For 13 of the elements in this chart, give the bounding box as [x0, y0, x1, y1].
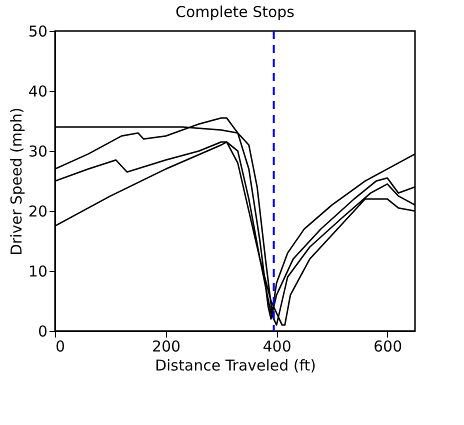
- chart-title: Complete Stops: [176, 3, 295, 21]
- y-tick-label: 40: [28, 82, 48, 100]
- y-tick-label: 30: [28, 142, 48, 160]
- x-tick-label: 0: [56, 338, 66, 356]
- y-tick-label: 20: [28, 202, 48, 220]
- x-tick-label: 600: [373, 338, 402, 356]
- y-tick-label: 10: [28, 262, 48, 280]
- y-tick-label: 50: [28, 22, 48, 40]
- y-tick-label: 0: [38, 322, 48, 340]
- x-tick-label: 200: [152, 338, 181, 356]
- x-tick-label: 400: [262, 338, 292, 356]
- y-axis-title: Driver Speed (mph): [7, 107, 26, 256]
- x-axis-title: Distance Traveled (ft): [154, 356, 316, 374]
